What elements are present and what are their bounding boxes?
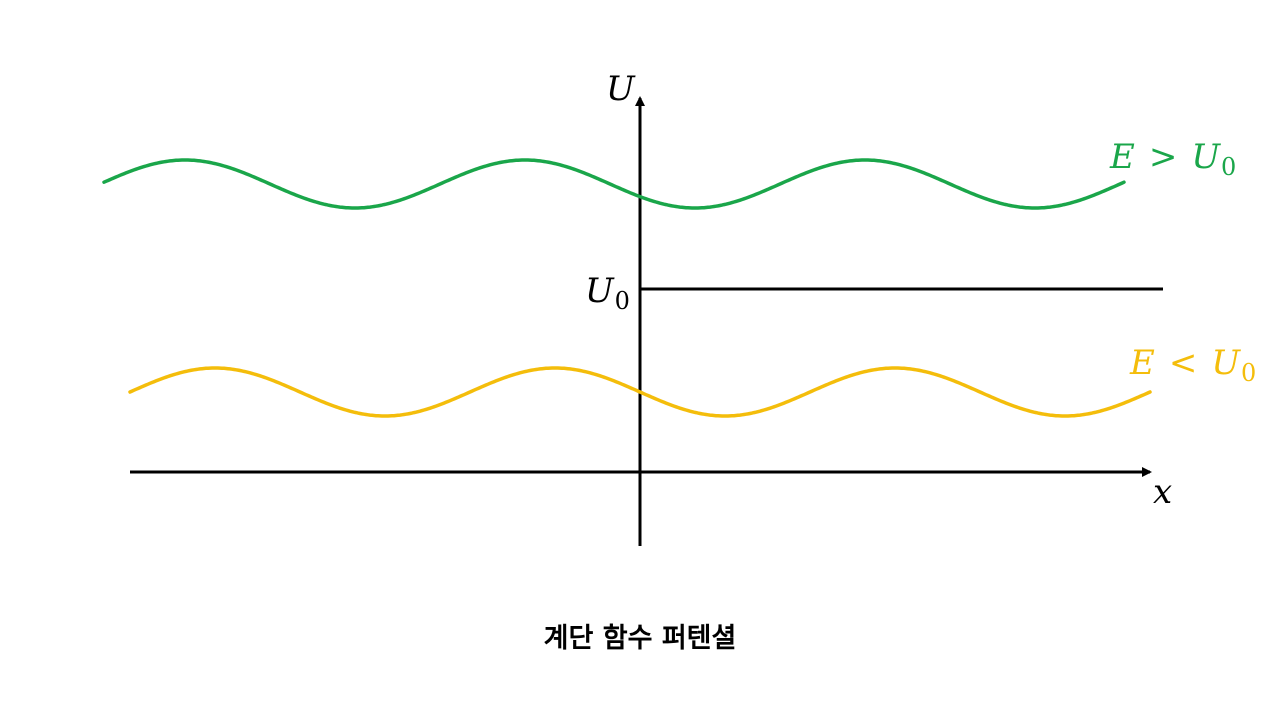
label-e-less-than-u0: E < U0 bbox=[1129, 343, 1256, 387]
label-e-greater-than-u0: E > U0 bbox=[1109, 137, 1236, 181]
x-axis-label: x bbox=[1153, 472, 1172, 512]
u0-label-subscript: 0 bbox=[615, 287, 630, 315]
wave-e-greater-than-u0 bbox=[102, 158, 1126, 210]
u0-label: U0 bbox=[585, 271, 630, 315]
y-axis-label: U bbox=[606, 69, 636, 109]
caption: 계단 함수 퍼텐셜 bbox=[544, 623, 737, 654]
wave-e-less-than-u0 bbox=[128, 366, 1152, 418]
u0-label-main: U bbox=[585, 271, 615, 311]
